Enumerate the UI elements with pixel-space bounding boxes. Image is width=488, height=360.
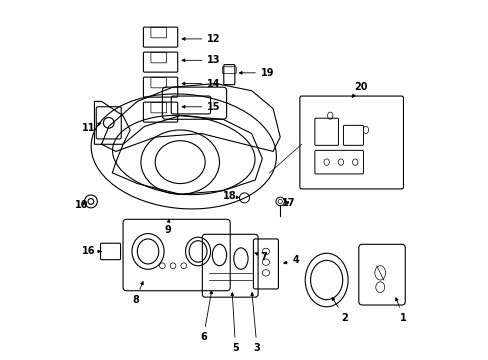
- Text: 4: 4: [283, 255, 299, 265]
- Text: 15: 15: [182, 102, 221, 112]
- Text: 11: 11: [82, 123, 101, 133]
- Text: 16: 16: [82, 247, 101, 256]
- Text: 12: 12: [182, 34, 221, 44]
- Text: 13: 13: [182, 55, 221, 65]
- Text: 20: 20: [351, 82, 366, 97]
- Text: 6: 6: [200, 291, 212, 342]
- Text: 14: 14: [182, 78, 221, 89]
- Text: 17: 17: [282, 198, 295, 208]
- Text: 3: 3: [250, 293, 260, 353]
- Text: 1: 1: [395, 298, 406, 323]
- Text: 5: 5: [230, 293, 239, 353]
- Text: 19: 19: [239, 68, 274, 78]
- Text: 8: 8: [132, 282, 143, 305]
- Text: 2: 2: [331, 297, 347, 323]
- Text: 18: 18: [223, 191, 239, 201]
- Text: 7: 7: [254, 252, 267, 262]
- Text: 9: 9: [164, 219, 171, 235]
- Text: 10: 10: [75, 200, 88, 210]
